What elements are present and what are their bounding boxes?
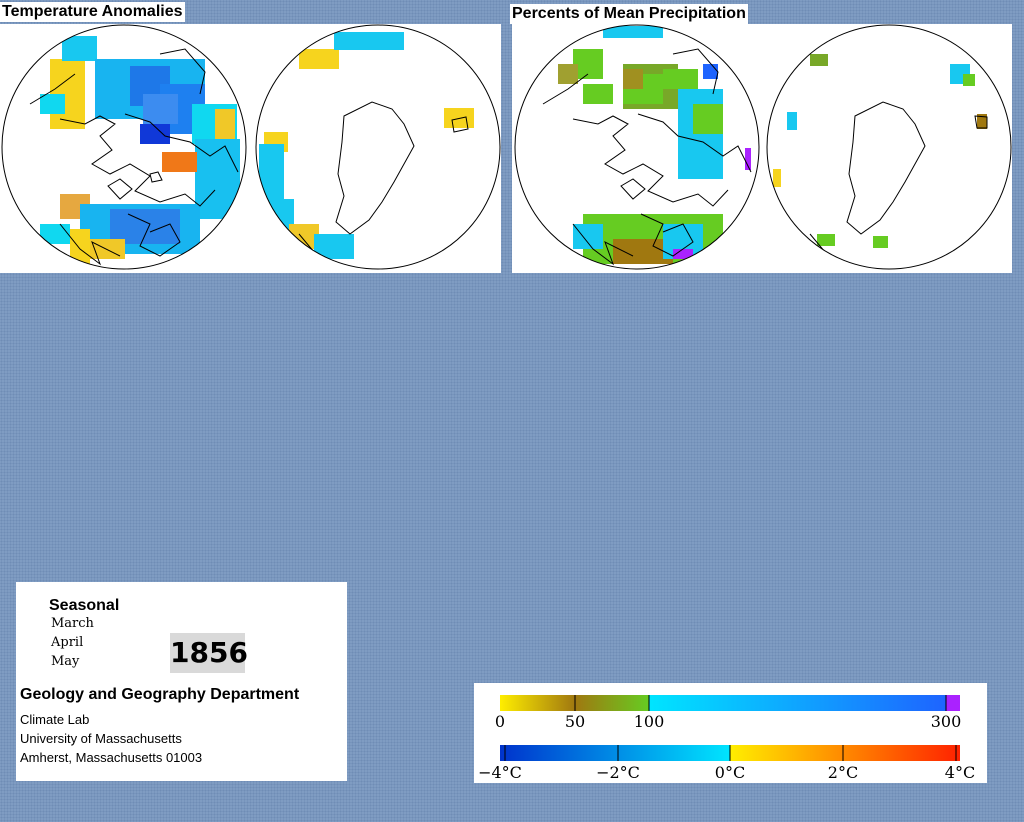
precip-tick-label: 100 xyxy=(634,712,665,731)
precipitation-southern-globe xyxy=(766,24,1012,270)
temp-tick-label: 0°C xyxy=(715,763,745,782)
precip-tick-label: 50 xyxy=(565,712,585,731)
coastlines xyxy=(29,48,239,266)
address-line: University of Massachusetts xyxy=(20,731,182,746)
month-label: April xyxy=(51,635,84,650)
temperature-northern-globe xyxy=(1,24,247,270)
month-label: March xyxy=(51,616,94,631)
temperature-southern-globe xyxy=(255,24,501,270)
temp-tick-label: 2°C xyxy=(828,763,858,782)
temperature-colorbar xyxy=(500,745,960,761)
precip-tick-label: 0 xyxy=(495,712,505,731)
precipitation-northern-globe xyxy=(514,24,760,270)
color-legends: 0 50 100 300 −4°C −2°C 0°C 2°C 4°C xyxy=(478,695,975,782)
coastlines xyxy=(542,48,752,266)
month-label: May xyxy=(51,654,80,669)
legend-box: 0 50 100 300 −4°C −2°C 0°C 2°C 4°C xyxy=(474,683,987,783)
department-name: Geology and Geography Department xyxy=(20,686,300,703)
address-line: Amherst, Massachusetts 01003 xyxy=(20,750,203,765)
precipitation-title: Percents of Mean Precipitation xyxy=(510,4,748,24)
address-line: Climate Lab xyxy=(20,712,90,727)
temp-tick-label: −2°C xyxy=(596,763,640,782)
info-box: Seasonal March April May 1856 Geology an… xyxy=(16,582,347,781)
season-label: Seasonal xyxy=(49,597,120,614)
temperature-title: Temperature Anomalies xyxy=(0,2,185,22)
precipitation-colorbar xyxy=(500,695,960,711)
year-display: 1856 xyxy=(170,633,248,673)
precip-tick-label: 300 xyxy=(931,712,962,731)
precipitation-cells xyxy=(773,54,987,248)
temp-tick-label: −4°C xyxy=(478,763,522,782)
temp-tick-label: 4°C xyxy=(945,763,975,782)
